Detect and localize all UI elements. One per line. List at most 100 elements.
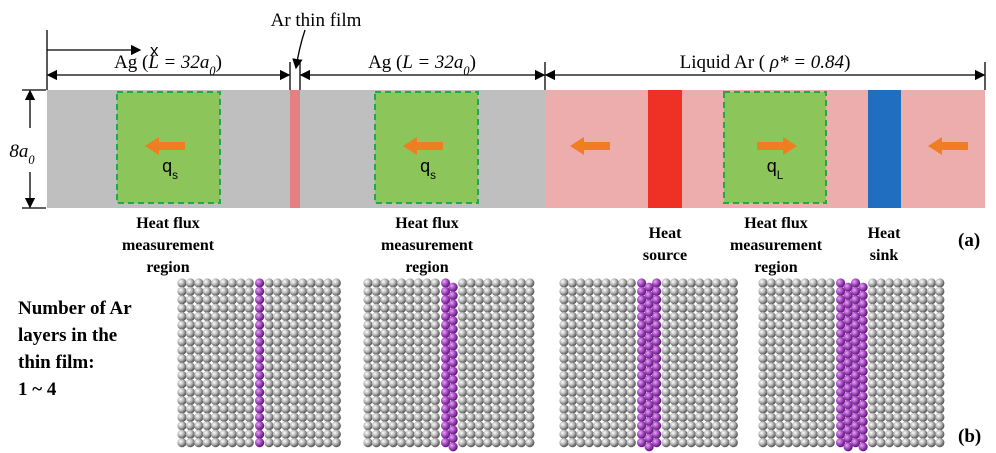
atom [935, 346, 944, 355]
atom [800, 379, 809, 388]
atom [601, 354, 610, 363]
atom [422, 371, 431, 380]
atom [389, 430, 398, 439]
atom [397, 304, 406, 313]
atom [389, 388, 398, 397]
atom [593, 304, 602, 313]
atom [265, 287, 274, 296]
atom [784, 379, 793, 388]
atom [372, 388, 381, 397]
atom [422, 295, 431, 304]
atom [902, 295, 911, 304]
atom [323, 388, 332, 397]
atom [559, 379, 568, 388]
atom [893, 371, 902, 380]
atom [290, 312, 299, 321]
atom [902, 346, 911, 355]
atom [211, 404, 220, 413]
atom [670, 371, 679, 380]
atom [809, 354, 818, 363]
atom [315, 430, 324, 439]
atom [449, 299, 458, 308]
atom [662, 346, 671, 355]
atom [652, 337, 661, 346]
atom [228, 295, 237, 304]
atom [704, 304, 713, 313]
atom [826, 413, 835, 422]
atom [194, 337, 203, 346]
atom [492, 337, 501, 346]
atom [585, 278, 594, 287]
atom [298, 354, 307, 363]
atom [918, 404, 927, 413]
label-part: Ag ( [368, 52, 402, 73]
atom [431, 396, 440, 405]
atom [618, 388, 627, 397]
atom [323, 287, 332, 296]
atom [817, 404, 826, 413]
atom [298, 362, 307, 371]
atom [876, 320, 885, 329]
atom [177, 346, 186, 355]
atom [372, 287, 381, 296]
atom [885, 362, 894, 371]
atom [618, 396, 627, 405]
atom [559, 362, 568, 371]
atom [910, 320, 919, 329]
atom [492, 438, 501, 447]
atom [228, 354, 237, 363]
atom [729, 371, 738, 380]
atom [559, 413, 568, 422]
atom [678, 430, 687, 439]
atom [792, 379, 801, 388]
atom [712, 346, 721, 355]
atom [372, 354, 381, 363]
atom [449, 417, 458, 426]
atom [627, 312, 636, 321]
atom [662, 430, 671, 439]
atom [568, 320, 577, 329]
atom [859, 400, 868, 409]
atom [177, 304, 186, 313]
atom [687, 379, 696, 388]
atom [695, 346, 704, 355]
atom [662, 312, 671, 321]
atom [910, 379, 919, 388]
atom [809, 337, 818, 346]
atom [466, 396, 475, 405]
atom [273, 421, 282, 430]
atom [618, 278, 627, 287]
atom [203, 404, 212, 413]
atom [868, 404, 877, 413]
atom [876, 421, 885, 430]
atom [315, 413, 324, 422]
atom [475, 337, 484, 346]
atom [568, 396, 577, 405]
atom [784, 413, 793, 422]
atom [332, 421, 341, 430]
atom [298, 379, 307, 388]
atom [492, 287, 501, 296]
atom [593, 430, 602, 439]
atom [525, 287, 534, 296]
atom [228, 278, 237, 287]
atom [918, 354, 927, 363]
atom [792, 329, 801, 338]
atom [186, 346, 195, 355]
atom [817, 295, 826, 304]
atom [380, 304, 389, 313]
atom [885, 396, 894, 405]
atom [876, 278, 885, 287]
atom [177, 287, 186, 296]
atom [792, 413, 801, 422]
atom [273, 304, 282, 313]
atom [508, 337, 517, 346]
atom [177, 320, 186, 329]
atom [236, 379, 245, 388]
atom [332, 287, 341, 296]
atom [687, 421, 696, 430]
atom [517, 404, 526, 413]
atom [678, 438, 687, 447]
atom [902, 354, 911, 363]
atom [559, 396, 568, 405]
